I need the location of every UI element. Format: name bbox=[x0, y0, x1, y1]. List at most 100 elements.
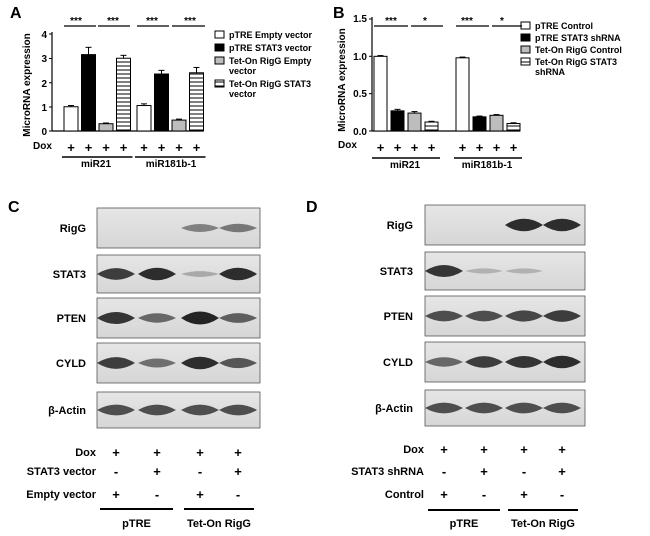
bar bbox=[373, 55, 388, 132]
condition-mark: - bbox=[442, 464, 446, 479]
condition-label: Control bbox=[385, 489, 424, 501]
blot-band bbox=[425, 357, 463, 367]
condition-mark: - bbox=[198, 464, 202, 479]
condition-label: Dox bbox=[75, 447, 97, 459]
bar bbox=[171, 119, 187, 132]
dox-label: Dox bbox=[33, 141, 52, 152]
bar bbox=[98, 123, 114, 132]
panel-letter-a: A bbox=[10, 5, 22, 22]
blot-band bbox=[465, 356, 503, 368]
blot-row-label: CYLD bbox=[56, 358, 86, 370]
blot-band bbox=[219, 404, 257, 416]
blot-band bbox=[425, 402, 463, 414]
blot-band bbox=[465, 402, 503, 414]
blot-band bbox=[138, 404, 176, 416]
dox-mark: + bbox=[459, 140, 467, 155]
legend-label-line: Tet-On RigG STAT3 bbox=[229, 79, 311, 89]
blot-band bbox=[543, 402, 581, 414]
condition-mark: + bbox=[558, 464, 566, 479]
bar bbox=[407, 112, 422, 132]
y-tick-label: 1 bbox=[41, 103, 47, 114]
blot-band bbox=[505, 218, 543, 232]
blot-band bbox=[465, 310, 503, 322]
legend-label-line: Tet-On RigG STAT3 bbox=[535, 57, 617, 67]
y-tick-label: 1.0 bbox=[353, 52, 367, 63]
blot-band bbox=[219, 267, 257, 281]
legend-label-line: Tet-On RigG Empty bbox=[229, 56, 311, 66]
group-label: miR21 bbox=[390, 160, 420, 171]
blot-band bbox=[543, 218, 581, 232]
bar bbox=[472, 116, 487, 132]
blot-band bbox=[181, 356, 219, 370]
western-blot-d: RigG STAT3 PTEN CYLD β-Actin Dox + + + + STAT3 shR… bbox=[351, 204, 586, 530]
dox-label: Dox bbox=[338, 140, 357, 151]
blot-band bbox=[181, 404, 219, 416]
condition-label: STAT3 vector bbox=[27, 466, 97, 478]
legend-label-line: vector bbox=[229, 66, 257, 76]
condition-mark: - bbox=[155, 487, 159, 502]
condition-mark: - bbox=[114, 464, 118, 479]
bar bbox=[455, 57, 470, 132]
legend-label: Tet-On RigG STAT3 vector bbox=[229, 79, 314, 99]
group-label: miR181b-1 bbox=[462, 160, 513, 171]
significance-label: *** bbox=[70, 16, 82, 27]
condition-mark: + bbox=[480, 464, 488, 479]
dox-mark: + bbox=[85, 140, 93, 155]
condition-mark: + bbox=[520, 442, 528, 457]
blot-row-label: β-Actin bbox=[375, 403, 413, 415]
y-tick-label: 4 bbox=[41, 30, 47, 41]
bar bbox=[116, 57, 131, 132]
significance-label: *** bbox=[385, 16, 397, 27]
y-axis-label: MicroRNA expression bbox=[337, 28, 348, 132]
dox-mark: + bbox=[175, 140, 183, 155]
blot-band bbox=[465, 268, 503, 274]
blot-band bbox=[181, 223, 219, 233]
dox-mark: + bbox=[476, 140, 484, 155]
legend-label-line: vector bbox=[229, 89, 257, 99]
bar bbox=[390, 110, 405, 132]
significance-label: *** bbox=[107, 16, 119, 27]
blot-band bbox=[138, 358, 176, 368]
bar bbox=[506, 123, 521, 132]
dox-mark: + bbox=[120, 140, 128, 155]
condition-mark: + bbox=[153, 464, 161, 479]
condition-mark: + bbox=[196, 487, 204, 502]
legend-label: pTRE STAT3 shRNA bbox=[535, 33, 621, 43]
blot-band bbox=[425, 310, 463, 322]
legend-swatch bbox=[520, 45, 531, 54]
bar bbox=[81, 54, 96, 132]
blot-row-label: STAT3 bbox=[380, 266, 413, 278]
condition-mark: + bbox=[196, 445, 204, 460]
legend-label: pTRE Control bbox=[535, 21, 593, 31]
legend-label: pTRE STAT3 vector bbox=[229, 43, 312, 53]
blot-row-label: CYLD bbox=[383, 357, 413, 369]
blot-row-label: PTEN bbox=[384, 311, 413, 323]
bar bbox=[489, 114, 504, 132]
blot-band bbox=[138, 313, 176, 323]
blot-row-label: RigG bbox=[60, 223, 86, 235]
condition-mark: - bbox=[560, 487, 564, 502]
legend: pTRE Empty vector pTRE STAT3 vector Tet-… bbox=[214, 30, 314, 99]
legend-swatch bbox=[520, 57, 531, 66]
condition-mark: + bbox=[520, 487, 528, 502]
dox-mark: + bbox=[377, 140, 385, 155]
significance-label: *** bbox=[146, 16, 158, 27]
significance-label: * bbox=[423, 16, 427, 27]
condition-label: STAT3 shRNA bbox=[351, 466, 424, 478]
blot-band bbox=[219, 357, 257, 369]
group-label: miR181b-1 bbox=[146, 159, 197, 170]
condition-mark: + bbox=[112, 487, 120, 502]
condition-mark: + bbox=[480, 442, 488, 457]
legend-swatch bbox=[520, 21, 531, 30]
blot-row-label: RigG bbox=[387, 220, 413, 232]
blot-row-label: STAT3 bbox=[53, 269, 86, 281]
significance-label: * bbox=[500, 16, 504, 27]
bar bbox=[136, 105, 152, 132]
y-tick-label: 0 bbox=[41, 127, 47, 138]
legend: pTRE Control pTRE STAT3 shRNA Tet-On Rig… bbox=[520, 21, 622, 77]
y-tick-label: 3 bbox=[41, 54, 47, 65]
condition-mark: + bbox=[234, 464, 242, 479]
condition-mark: + bbox=[440, 442, 448, 457]
blot-band bbox=[505, 310, 543, 322]
